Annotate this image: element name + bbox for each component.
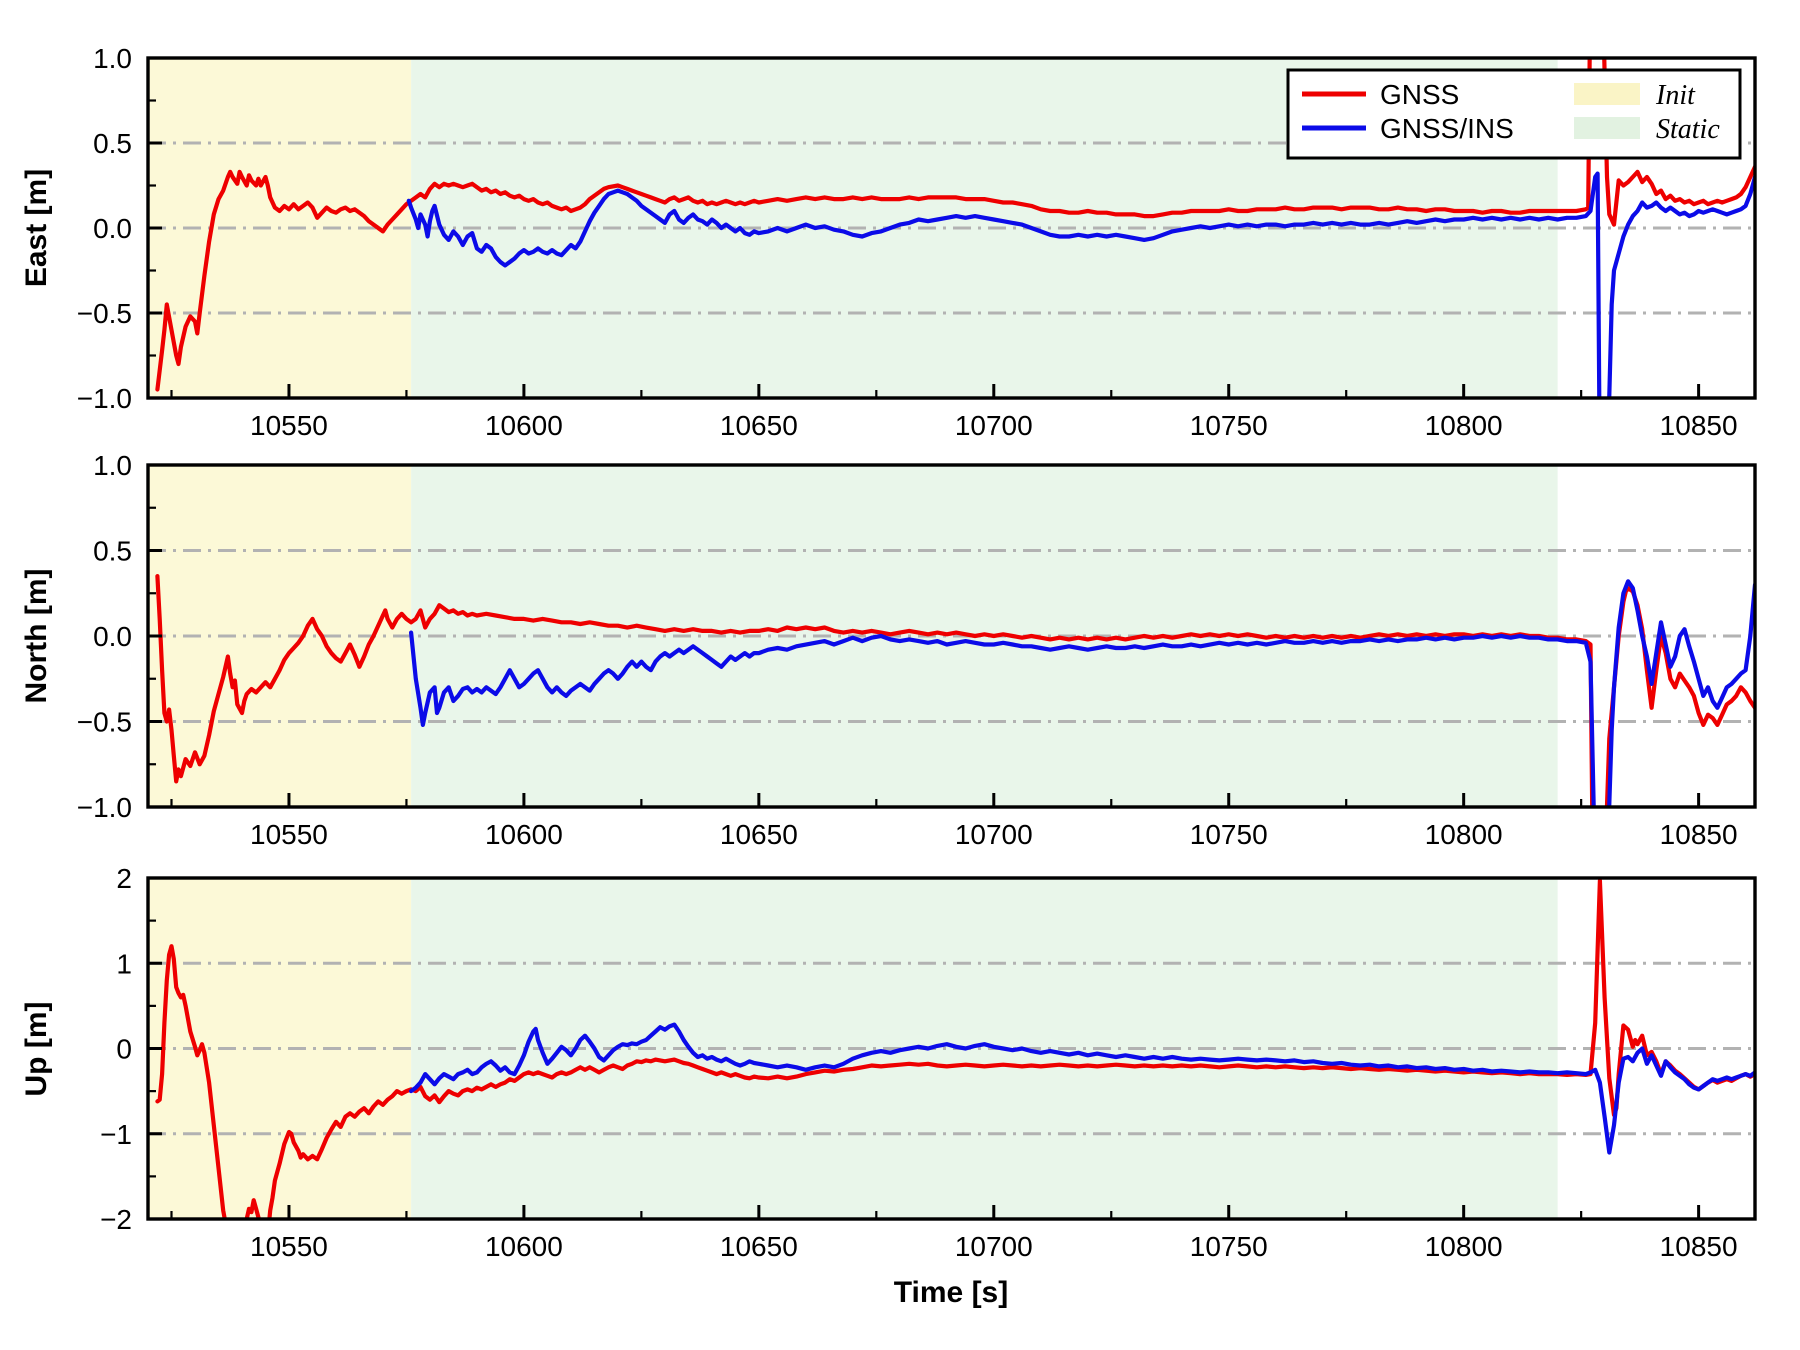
y-axis-label-up: Up [m]: [20, 1002, 53, 1097]
y-tick-label: 0: [116, 1034, 132, 1065]
y-tick-label: −0.5: [77, 707, 132, 738]
x-tick-label: 10700: [955, 1231, 1033, 1262]
x-tick-label: 10700: [955, 819, 1033, 850]
static-region: [411, 878, 1558, 1219]
y-tick-label: 0.5: [93, 536, 132, 567]
x-tick-label: 10700: [955, 410, 1033, 441]
y-tick-label: −1.0: [77, 792, 132, 823]
legend-label-gnss/ins: GNSS/INS: [1380, 113, 1514, 144]
x-tick-label: 10550: [250, 819, 328, 850]
y-tick-label: 1.0: [93, 43, 132, 74]
x-tick-label: 10800: [1425, 819, 1503, 850]
x-tick-label: 10600: [485, 819, 563, 850]
x-tick-label: 10750: [1190, 1231, 1268, 1262]
x-tick-label: 10650: [720, 819, 798, 850]
x-tick-label: 10550: [250, 410, 328, 441]
x-tick-label: 10850: [1660, 410, 1738, 441]
legend-label-gnss: GNSS: [1380, 79, 1459, 110]
y-tick-label: 0.0: [93, 213, 132, 244]
x-tick-label: 10650: [720, 410, 798, 441]
y-tick-label: −0.5: [77, 298, 132, 329]
y-tick-label: 0.5: [93, 128, 132, 159]
x-tick-label: 10750: [1190, 819, 1268, 850]
y-tick-label: −1.0: [77, 383, 132, 414]
legend-box: [1286, 68, 1742, 160]
y-tick-label: 2: [116, 863, 132, 894]
legend-patch-swatch: [1574, 83, 1640, 105]
y-tick-label: −1: [100, 1119, 132, 1150]
subplots-container: 10550 10600 10650 10700 10750 10800 10850 1.0 0.…: [77, 43, 1757, 1262]
subplot-up: 10550 10600 10650 10700 10750 10800 10850 2 1 0 −1…: [100, 863, 1757, 1262]
y-tick-label: −2: [100, 1204, 132, 1235]
y-axis-label-north: North [m]: [20, 569, 53, 704]
subplot-north: 10550 10600 10650 10700 10750 10800 10850 1.0 0.…: [77, 450, 1757, 850]
x-tick-label: 10550: [250, 1231, 328, 1262]
x-tick-label: 10650: [720, 1231, 798, 1262]
x-tick-label: 10800: [1425, 410, 1503, 441]
x-tick-label: 10600: [485, 1231, 563, 1262]
legend-patch-swatch: [1574, 117, 1640, 139]
legend-label-init: Init: [1655, 80, 1696, 111]
gnss-ins-line: [409, 579, 1755, 807]
legend-label-static: Static: [1656, 114, 1720, 145]
y-tick-label: 0.0: [93, 621, 132, 652]
y-tick-label: 1: [116, 948, 132, 979]
x-tick-label: 10600: [485, 410, 563, 441]
x-tick-label: 10850: [1660, 1231, 1738, 1262]
gnss-ins-line: [406, 171, 1755, 398]
y-axis-label-east: East [m]: [20, 169, 53, 287]
gnss-line: [155, 58, 1755, 392]
y-tick-label: 1.0: [93, 450, 132, 481]
x-tick-label: 10750: [1190, 410, 1268, 441]
x-tick-label: 10850: [1660, 819, 1738, 850]
gnss-ins-line: [409, 1022, 1755, 1155]
x-tick-label: 10800: [1425, 1231, 1503, 1262]
x-axis-label-time: Time [s]: [894, 1276, 1008, 1309]
